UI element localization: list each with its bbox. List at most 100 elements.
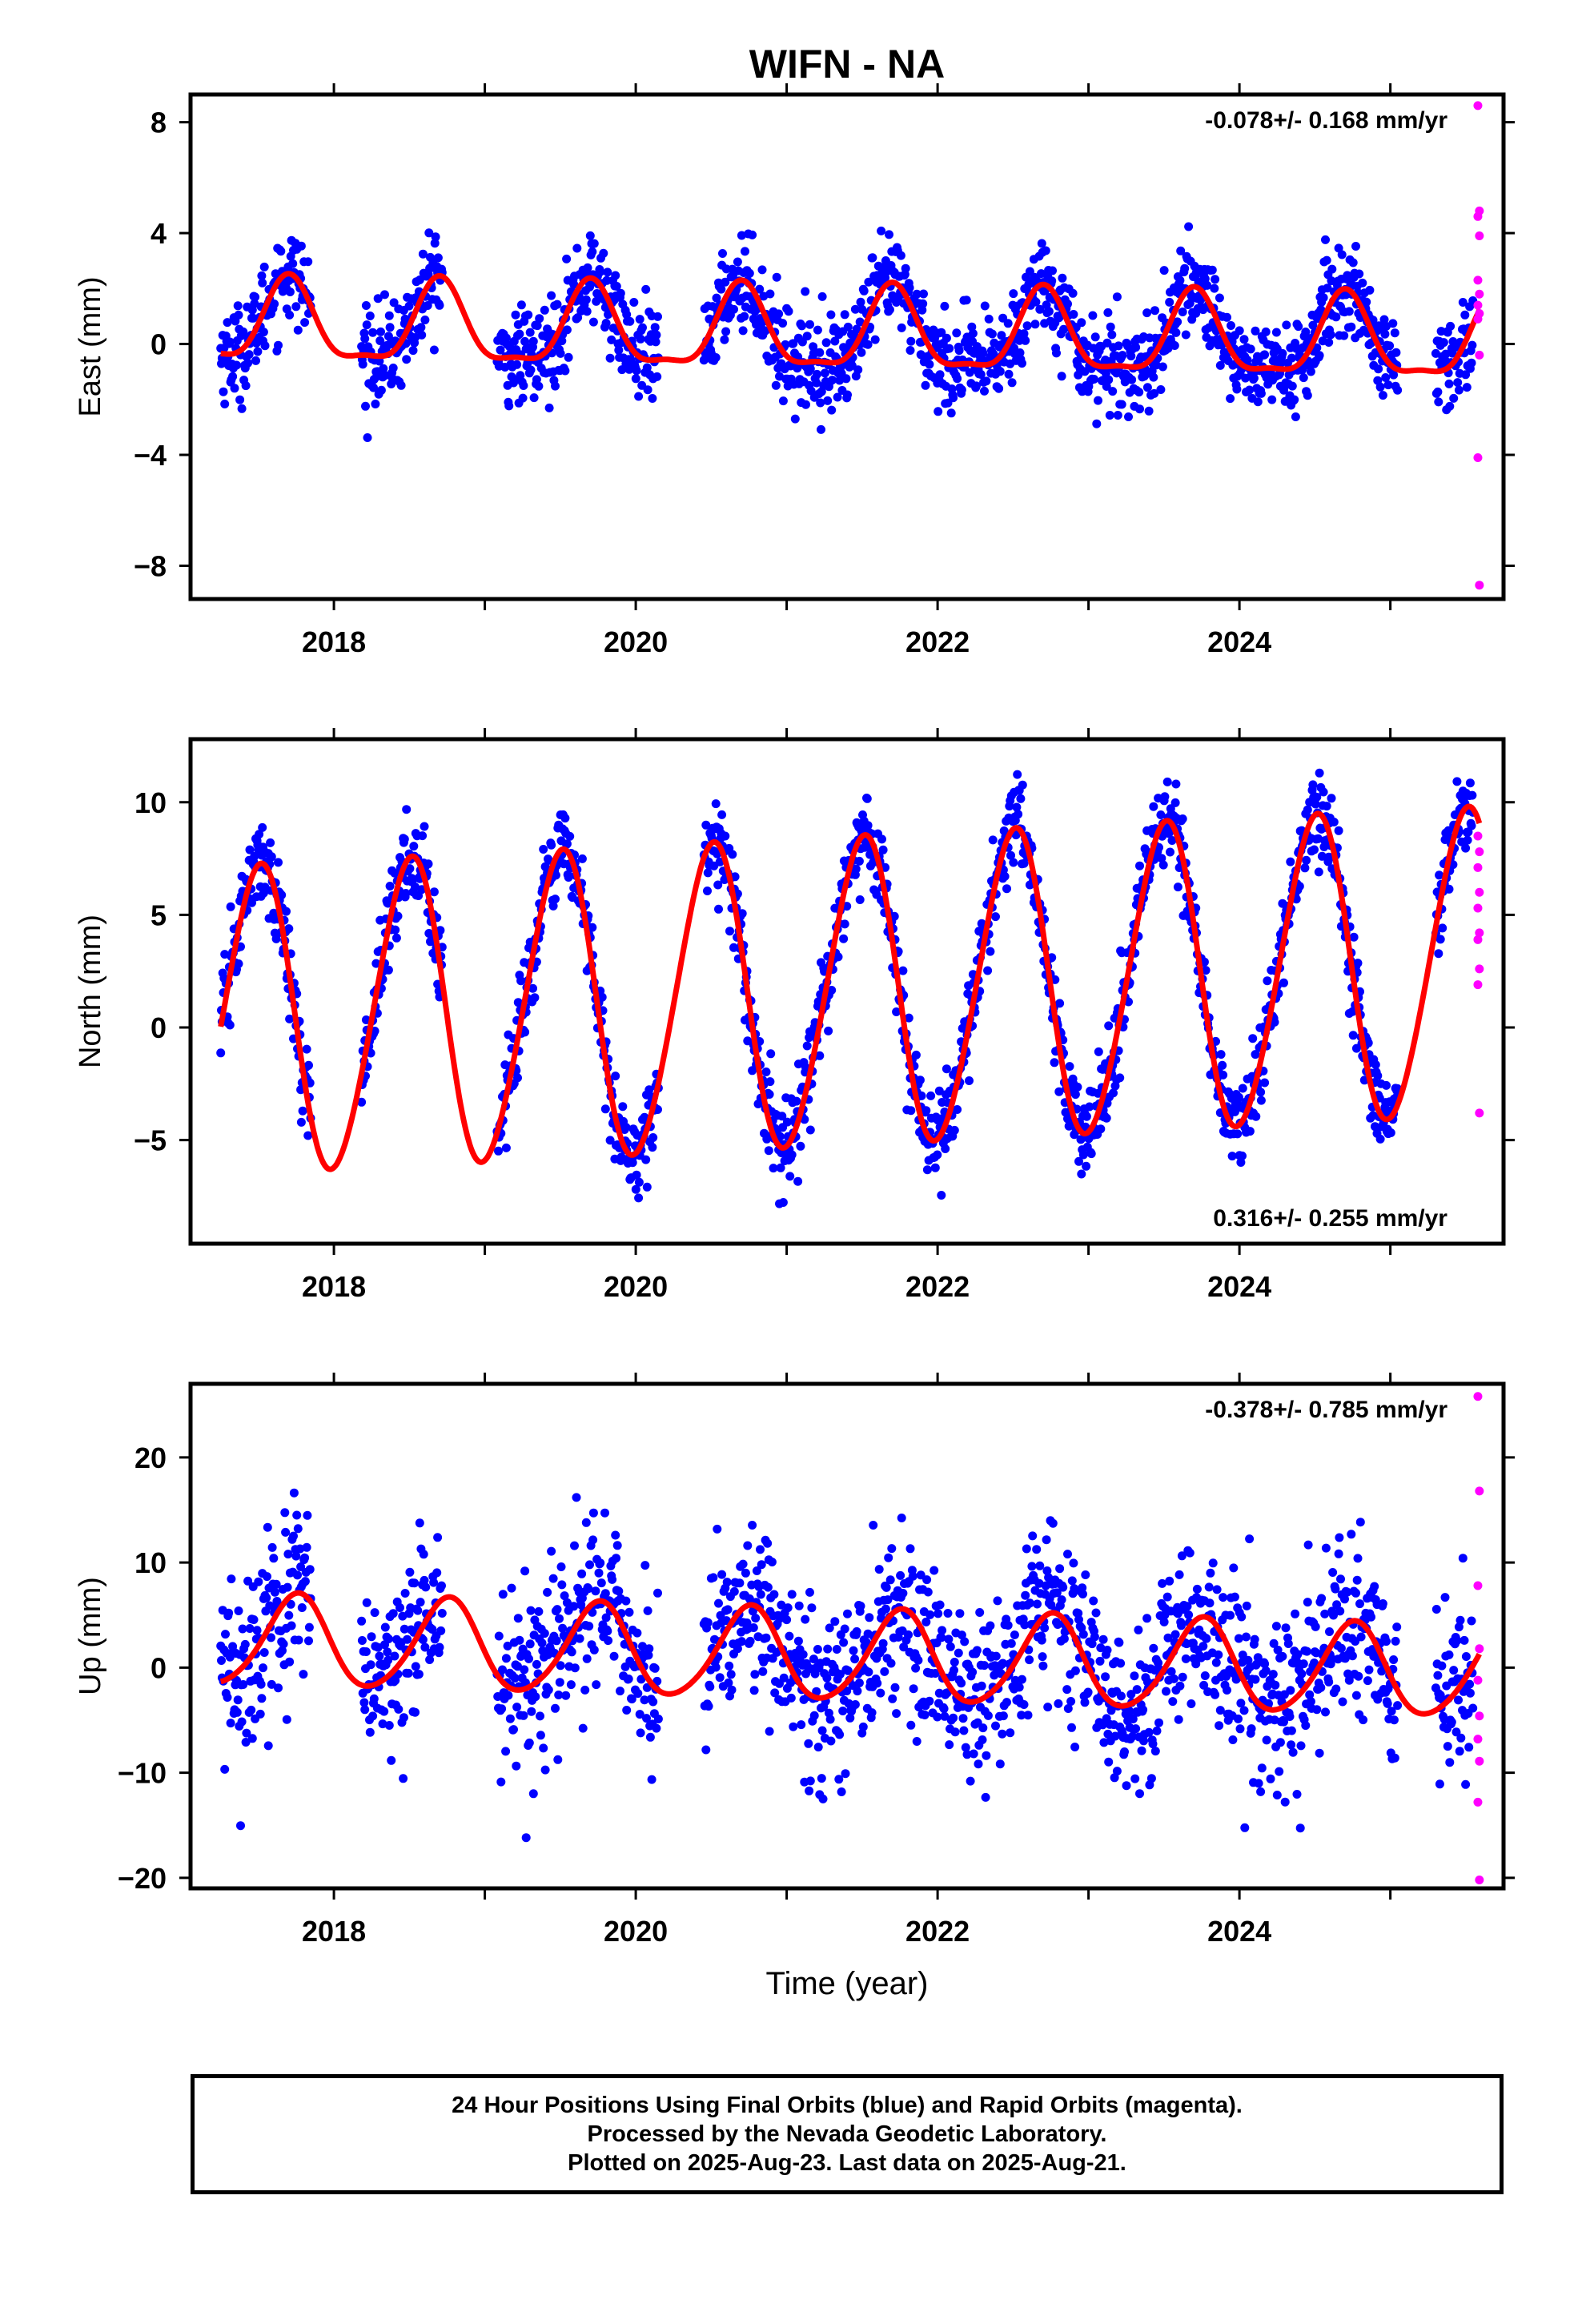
final-orbit-point [618, 1102, 628, 1112]
final-orbit-point [1447, 1717, 1456, 1727]
final-orbit-point [609, 1651, 619, 1661]
final-orbit-point [644, 1651, 653, 1660]
final-orbit-point [1101, 1672, 1110, 1682]
final-orbit-point [219, 387, 228, 396]
final-orbit-point [1266, 1774, 1275, 1783]
final-orbit-point [1170, 341, 1179, 350]
final-orbit-point [982, 1751, 991, 1760]
y-tick-label: −4 [134, 439, 167, 472]
final-orbit-point [953, 1105, 962, 1114]
final-orbit-point [367, 1632, 376, 1642]
final-orbit-point [650, 323, 660, 332]
final-orbit-point [1234, 1714, 1243, 1723]
final-orbit-point [396, 380, 406, 390]
final-orbit-point [285, 1014, 295, 1023]
final-orbit-point [703, 1618, 713, 1627]
final-orbit-point [1223, 312, 1231, 322]
final-orbit-point [581, 295, 591, 304]
final-orbit-point [854, 1679, 864, 1687]
final-orbit-point [1465, 1688, 1475, 1698]
final-orbit-point [1104, 375, 1114, 384]
final-orbit-point [1308, 780, 1318, 790]
rapid-orbit-point [1473, 935, 1483, 944]
final-orbit-point [944, 1634, 954, 1644]
final-orbit-point [1112, 292, 1122, 302]
final-orbit-point [962, 296, 971, 305]
final-orbit-point [722, 1578, 732, 1587]
x-tick-label: 2020 [604, 1915, 668, 1948]
final-orbit-point [1336, 1574, 1345, 1584]
final-orbit-point [1444, 1650, 1454, 1659]
final-orbit-point [591, 1586, 600, 1596]
final-orbit-point [858, 1722, 868, 1731]
final-orbit-point [1271, 1622, 1281, 1631]
final-orbit-point [721, 277, 730, 287]
final-orbit-point [1065, 1062, 1074, 1072]
final-orbit-point [429, 1578, 439, 1587]
final-orbit-point [1437, 1661, 1447, 1671]
final-orbit-point [1249, 373, 1259, 383]
final-orbit-point [748, 1521, 757, 1530]
final-orbit-point [729, 1586, 739, 1596]
final-orbit-point [1135, 404, 1144, 414]
rapid-orbit-point [1473, 314, 1483, 324]
final-orbit-point [577, 854, 587, 863]
final-orbit-point [652, 330, 661, 340]
final-orbit-point [582, 307, 592, 316]
final-orbit-point [993, 1596, 1002, 1606]
final-orbit-point [1311, 799, 1320, 809]
final-orbit-point [930, 1163, 940, 1172]
final-orbit-point [232, 1707, 242, 1717]
final-orbit-point [296, 1562, 306, 1571]
final-orbit-point [1162, 777, 1172, 786]
final-orbit-point [1321, 1707, 1330, 1717]
final-orbit-point [906, 336, 916, 346]
final-orbit-point [1018, 780, 1027, 790]
final-orbit-point [518, 393, 528, 403]
final-orbit-point [1032, 1545, 1042, 1554]
final-orbit-point [949, 1713, 958, 1723]
final-orbit-point [966, 1776, 975, 1786]
final-orbit-point [402, 355, 412, 364]
final-orbit-point [738, 1559, 748, 1569]
final-orbit-point [1095, 1656, 1105, 1666]
x-tick-label: 2018 [302, 1915, 366, 1948]
final-orbit-point [1375, 1134, 1385, 1144]
final-orbit-point [405, 864, 415, 874]
final-orbit-point [234, 310, 243, 320]
final-orbit-point [393, 911, 403, 921]
final-orbit-point [922, 1575, 932, 1585]
final-orbit-point [828, 376, 837, 385]
final-orbit-point [1464, 1743, 1474, 1752]
final-orbit-point [713, 1524, 722, 1534]
final-orbit-point [821, 338, 831, 348]
final-orbit-point [1433, 1671, 1443, 1680]
final-orbit-point [359, 1698, 369, 1707]
final-orbit-point [248, 313, 258, 323]
final-orbit-point [1094, 396, 1102, 405]
final-orbit-point [1328, 1568, 1338, 1577]
final-orbit-point [614, 1586, 624, 1596]
final-orbit-point [1038, 1652, 1047, 1662]
final-orbit-point [764, 1146, 773, 1156]
final-orbit-point [629, 298, 639, 307]
final-orbit-point [547, 291, 556, 300]
final-orbit-point [293, 1524, 303, 1534]
final-orbit-point [588, 247, 597, 256]
final-orbit-point [1035, 304, 1045, 314]
final-orbit-point [304, 1622, 314, 1632]
final-orbit-point [368, 1711, 378, 1721]
final-orbit-point [912, 289, 921, 299]
final-orbit-point [567, 1647, 576, 1657]
final-orbit-point [1230, 1592, 1239, 1602]
final-orbit-point [1295, 882, 1304, 891]
final-orbit-point [778, 396, 788, 406]
final-orbit-point [798, 1650, 808, 1659]
final-orbit-point [1082, 1161, 1091, 1171]
final-orbit-point [1287, 1740, 1296, 1750]
final-orbit-point [243, 1576, 253, 1586]
final-orbit-point [513, 1073, 522, 1083]
east-rate-label: -0.078+/- 0.168 mm/yr [1205, 107, 1447, 134]
final-orbit-point [1306, 367, 1315, 376]
